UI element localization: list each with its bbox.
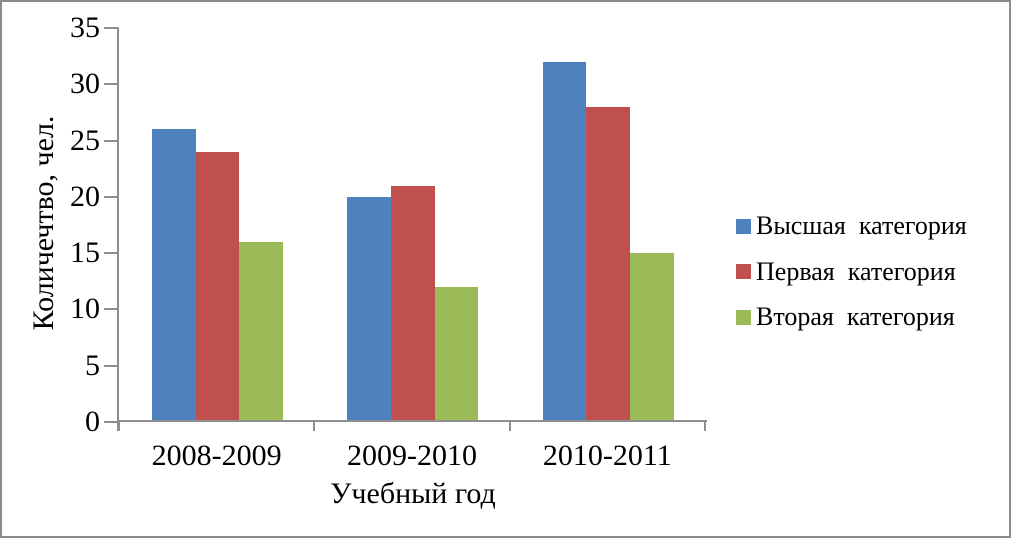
x-tick-mark: [508, 422, 511, 431]
y-tick-mark: [104, 83, 119, 86]
y-tick-label: 5: [85, 348, 100, 382]
y-tick-mark: [104, 421, 119, 423]
y-tick-mark: [104, 195, 119, 198]
bar-2009-2010-series3: [434, 286, 479, 421]
x-axis-line: [117, 420, 707, 422]
bar-2009-2010-series1: [347, 196, 392, 421]
y-tick-label: 35: [70, 11, 100, 44]
bar-2008-2009-series2: [195, 151, 240, 421]
bar-2008-2009-series1: [152, 129, 196, 421]
x-axis-title: Учебный год: [330, 477, 496, 510]
y-tick-mark: [104, 139, 119, 142]
bar-2010-2011-series2: [586, 106, 631, 421]
y-tick-label: 0: [85, 405, 100, 438]
bar-2008-2009-series3: [239, 241, 284, 421]
legend-item: Первая категория: [736, 257, 956, 287]
x-tick-mark: [313, 422, 316, 431]
y-tick-mark: [104, 252, 119, 255]
x-tick-mark: [118, 422, 120, 431]
bar-2010-2011-series3: [630, 253, 674, 421]
legend-item: Высшая категория: [736, 211, 967, 241]
legend-swatch: [736, 264, 751, 279]
y-tick-label: 30: [70, 67, 100, 101]
y-tick-label: 25: [70, 123, 100, 157]
y-tick-label: 10: [70, 292, 100, 326]
y-axis-line: [117, 27, 119, 431]
y-tick-mark: [104, 308, 119, 311]
x-tick-mark: [704, 422, 706, 431]
x-tick-label: 2009-2010: [346, 439, 477, 472]
legend-label: Высшая категория: [756, 211, 967, 240]
x-tick-label: 2010-2011: [542, 439, 672, 472]
x-tick-label: 2008-2009: [151, 439, 282, 472]
legend-swatch: [736, 309, 751, 325]
legend-swatch: [736, 218, 751, 234]
legend-item: Вторая категория: [736, 302, 955, 332]
legend-label: Первая категория: [756, 256, 956, 286]
bar-2010-2011-series1: [542, 61, 587, 421]
bar-2009-2010-series2: [391, 185, 435, 421]
y-tick-mark: [104, 27, 119, 29]
y-axis-title: Количечтво, чел.: [27, 115, 60, 331]
y-tick-mark: [104, 364, 119, 367]
legend-label: Вторая категория: [756, 302, 955, 331]
y-tick-label: 15: [70, 236, 100, 270]
y-tick-label: 20: [70, 179, 100, 213]
